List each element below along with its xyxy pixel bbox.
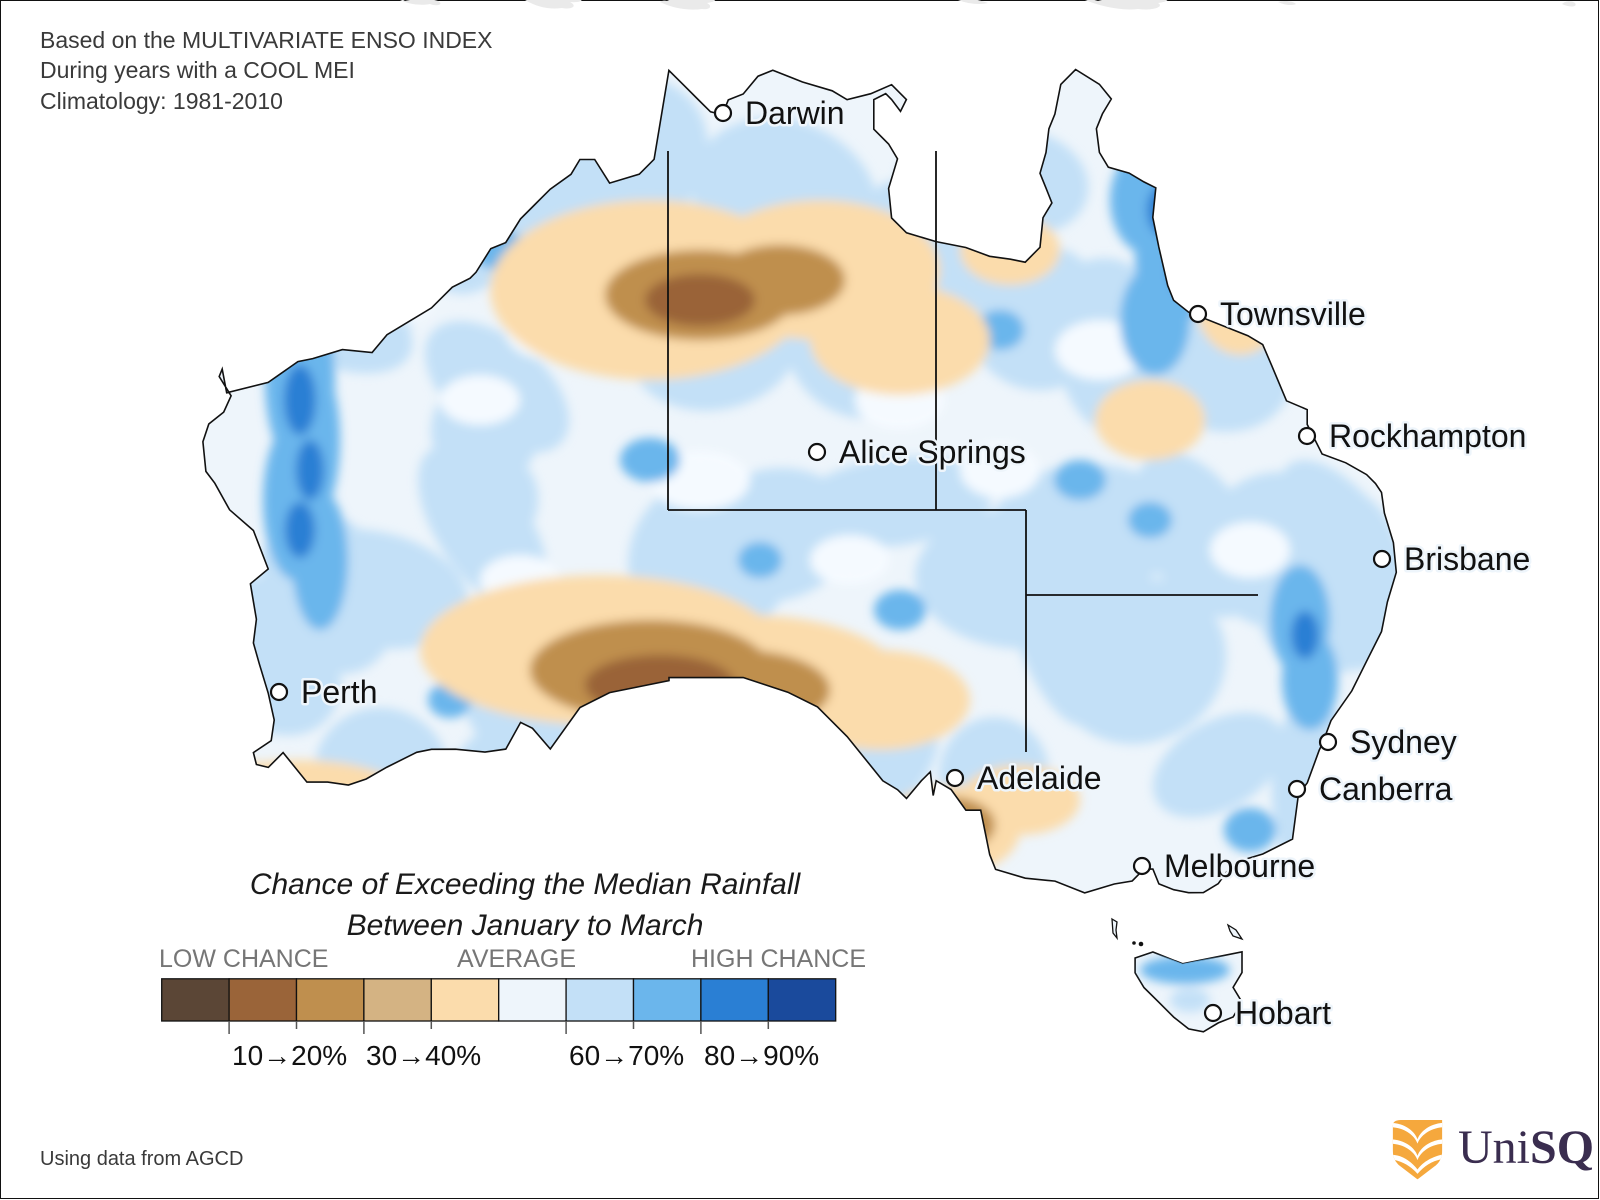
svg-text:Perth: Perth: [301, 674, 377, 710]
svg-text:Adelaide: Adelaide: [977, 760, 1102, 796]
svg-text:Brisbane: Brisbane: [1404, 541, 1530, 577]
svg-text:80→90%: 80→90%: [704, 1040, 819, 1071]
svg-text:Rockhampton: Rockhampton: [1329, 418, 1526, 454]
svg-text:60→70%: 60→70%: [569, 1040, 684, 1071]
svg-text:Alice Springs: Alice Springs: [839, 434, 1026, 470]
svg-text:AVERAGE: AVERAGE: [457, 945, 576, 973]
svg-text:Townsville: Townsville: [1220, 296, 1366, 332]
svg-text:Sydney: Sydney: [1350, 724, 1457, 760]
svg-text:10→20%: 10→20%: [232, 1040, 347, 1071]
svg-text:UniSQ: UniSQ: [1458, 1121, 1594, 1174]
svg-text:Hobart: Hobart: [1235, 995, 1331, 1031]
svg-text:Melbourne: Melbourne: [1164, 848, 1315, 884]
svg-text:Canberra: Canberra: [1319, 771, 1453, 807]
svg-text:Darwin: Darwin: [745, 95, 845, 131]
svg-text:LOW CHANCE: LOW CHANCE: [159, 945, 328, 973]
svg-text:30→40%: 30→40%: [366, 1040, 481, 1071]
svg-text:HIGH CHANCE: HIGH CHANCE: [691, 945, 866, 973]
